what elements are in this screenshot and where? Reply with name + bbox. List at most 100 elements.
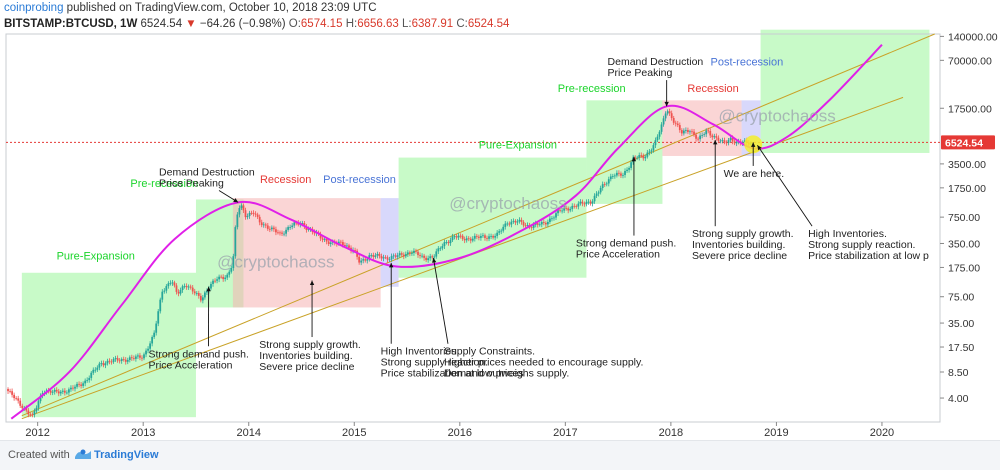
y-tick-label: 350.00 bbox=[948, 238, 980, 250]
candle-body bbox=[431, 256, 433, 257]
candle-body bbox=[236, 215, 238, 228]
candle-body bbox=[289, 227, 291, 228]
candle-body bbox=[281, 233, 283, 234]
x-tick-label: 2015 bbox=[342, 427, 366, 439]
candle-body bbox=[60, 392, 62, 394]
candle-body bbox=[717, 138, 719, 141]
candle-body bbox=[728, 140, 730, 143]
y-tick-label: 35.00 bbox=[948, 318, 974, 330]
candle-body bbox=[403, 255, 405, 257]
candle-body bbox=[730, 138, 732, 140]
candle-body bbox=[525, 225, 527, 226]
candle-body bbox=[204, 292, 206, 297]
candle-body bbox=[360, 261, 362, 263]
candle-body bbox=[683, 131, 685, 134]
candle-body bbox=[275, 229, 277, 232]
candle-body bbox=[720, 141, 722, 142]
candle-body bbox=[212, 281, 214, 284]
candle-body bbox=[111, 362, 113, 363]
candle-body bbox=[291, 226, 293, 227]
candle-body bbox=[648, 152, 650, 153]
candle-body bbox=[222, 277, 224, 279]
candle-body bbox=[21, 406, 23, 408]
candle-body bbox=[119, 360, 121, 361]
candle-body bbox=[411, 253, 413, 254]
candle-body bbox=[586, 202, 588, 204]
candle-body bbox=[541, 222, 543, 224]
candle-body bbox=[342, 242, 344, 245]
candle-body bbox=[636, 158, 638, 159]
candle-body bbox=[245, 210, 247, 217]
candle-body bbox=[271, 228, 273, 230]
candle-body bbox=[273, 228, 275, 230]
tradingview-logo-icon[interactable] bbox=[74, 447, 92, 461]
candle-body bbox=[121, 359, 123, 361]
phase-label: Pure-Expansion bbox=[479, 139, 557, 151]
candle-body bbox=[669, 111, 671, 113]
annotation-text: Price Peaking bbox=[159, 178, 224, 190]
candle-body bbox=[588, 202, 590, 203]
candle-body bbox=[198, 293, 200, 296]
candle-body bbox=[407, 252, 409, 254]
annotation-arrow-line bbox=[757, 145, 812, 226]
tradingview-brand-link[interactable]: TradingView bbox=[94, 449, 159, 461]
candle-body bbox=[496, 233, 498, 236]
candle-body bbox=[226, 275, 228, 278]
candle-body bbox=[285, 230, 287, 234]
annotation-text: We are here. bbox=[724, 168, 785, 180]
candle-body bbox=[98, 364, 100, 368]
candle-body bbox=[328, 241, 330, 244]
candle-body bbox=[340, 242, 342, 243]
candle-body bbox=[74, 387, 76, 389]
candle-body bbox=[7, 389, 9, 391]
candle-body bbox=[389, 259, 391, 260]
candle-body bbox=[11, 391, 13, 395]
candle-body bbox=[655, 140, 657, 145]
watermark-text: @cryptochaoss bbox=[718, 106, 835, 125]
candle-body bbox=[502, 227, 504, 231]
candle-body bbox=[415, 251, 417, 252]
candle-body bbox=[433, 257, 435, 258]
candle-body bbox=[190, 287, 192, 288]
candle-body bbox=[709, 131, 711, 135]
candle-body bbox=[569, 209, 571, 211]
candle-body bbox=[484, 235, 486, 238]
candle-body bbox=[194, 291, 196, 293]
candle-body bbox=[713, 136, 715, 137]
candle-body bbox=[107, 361, 109, 363]
candle-body bbox=[109, 361, 111, 362]
candle-body bbox=[167, 283, 169, 286]
candle-body bbox=[640, 155, 642, 156]
candle-body bbox=[553, 218, 555, 219]
candle-body bbox=[174, 282, 176, 285]
candle-body bbox=[661, 124, 663, 131]
candle-body bbox=[216, 279, 218, 280]
candle-body bbox=[555, 213, 557, 217]
annotation-text: Demand outweighs supply. bbox=[444, 368, 569, 380]
candle-body bbox=[157, 311, 159, 323]
candle-body bbox=[460, 236, 462, 237]
candle-body bbox=[697, 139, 699, 140]
y-tick-label: 175.00 bbox=[948, 262, 980, 274]
candle-body bbox=[52, 392, 54, 393]
candle-body bbox=[84, 381, 86, 384]
candle-body bbox=[689, 131, 691, 132]
candle-body bbox=[72, 388, 74, 389]
candle-body bbox=[620, 173, 622, 175]
candle-body bbox=[401, 253, 403, 255]
candle-body bbox=[701, 135, 703, 136]
candle-body bbox=[161, 292, 163, 300]
candle-body bbox=[178, 292, 180, 294]
candle-body bbox=[693, 132, 695, 135]
candle-body bbox=[490, 236, 492, 237]
candle-body bbox=[228, 272, 230, 275]
phase-region-expansion bbox=[761, 30, 930, 153]
candle-body bbox=[137, 355, 139, 356]
annotation-text: Price stabilization at low p bbox=[808, 250, 929, 262]
candle-body bbox=[129, 357, 131, 360]
candle-body bbox=[247, 216, 249, 217]
candle-body bbox=[58, 391, 60, 393]
candle-body bbox=[113, 359, 115, 362]
phase-region-post_recession bbox=[381, 198, 399, 287]
